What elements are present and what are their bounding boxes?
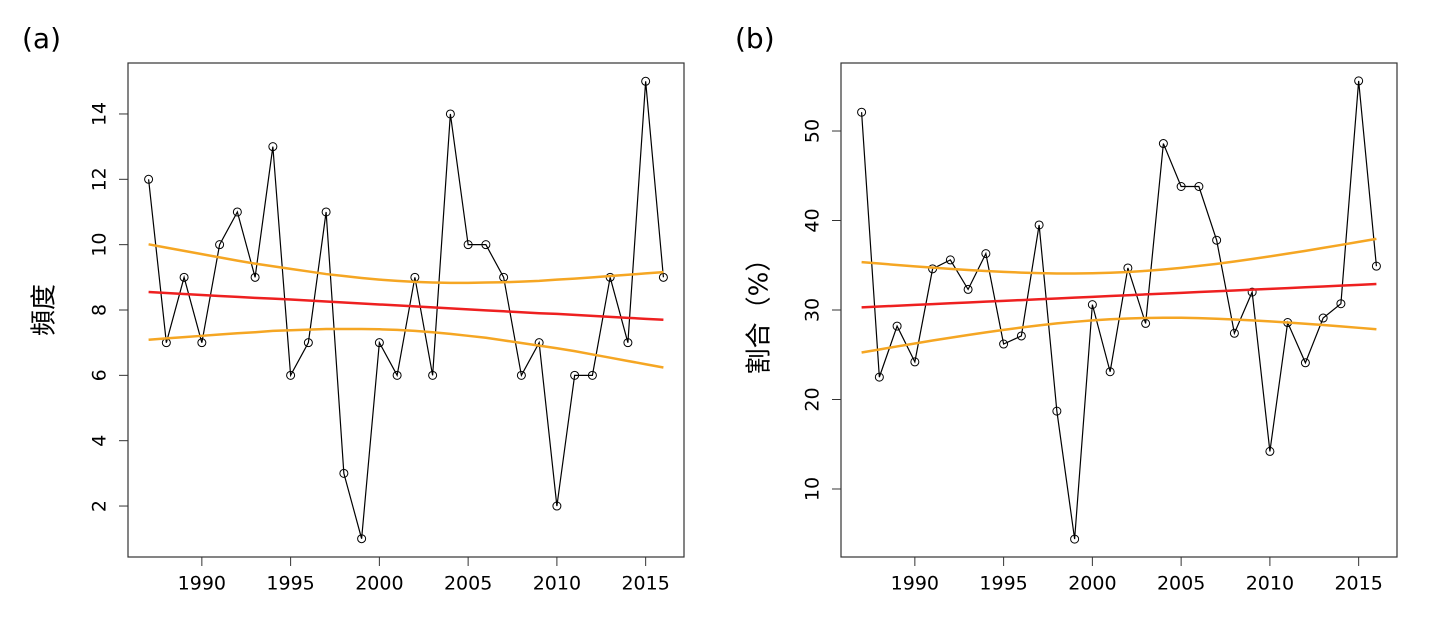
y-tick-label: 8	[89, 304, 111, 316]
data-point	[392, 370, 402, 380]
data-point	[144, 174, 154, 184]
x-tick-label: 1990	[178, 573, 226, 595]
data-point	[1336, 299, 1346, 309]
y-tick-label: 6	[89, 369, 111, 381]
data-point	[874, 372, 884, 382]
y-tick-label: 30	[802, 298, 824, 322]
series-line	[147, 81, 665, 539]
x-tick-label: 1990	[891, 573, 939, 595]
x-tick-label: 2010	[533, 573, 581, 595]
series-line	[861, 316, 1377, 354]
series-line	[148, 243, 664, 285]
data-point	[445, 109, 455, 119]
data-point	[1105, 367, 1115, 377]
data-point	[641, 76, 651, 86]
data-point	[286, 370, 296, 380]
data-point	[215, 240, 225, 250]
data-point	[481, 240, 491, 250]
data-point	[1265, 446, 1275, 456]
x-tick-label: 2015	[621, 573, 669, 595]
data-point	[552, 501, 562, 511]
x-tick-label: 2015	[1334, 573, 1382, 595]
data-point	[1087, 300, 1097, 310]
data-point	[1300, 358, 1310, 368]
y-tick-label: 10	[89, 233, 111, 257]
data-point	[623, 338, 633, 348]
series-line	[148, 327, 664, 369]
data-point	[963, 284, 973, 294]
data-point	[1070, 534, 1080, 544]
data-point	[981, 249, 991, 259]
data-point	[1158, 139, 1168, 149]
data-point	[910, 357, 920, 367]
panel-title: (a)	[22, 22, 61, 55]
data-point	[1016, 331, 1026, 341]
y-tick-label: 4	[89, 435, 111, 447]
y-tick-label: 2	[89, 500, 111, 512]
data-point	[1141, 318, 1151, 328]
data-point	[1354, 76, 1364, 86]
data-point	[339, 468, 349, 478]
data-point	[250, 272, 260, 282]
data-point	[197, 338, 207, 348]
data-point	[1229, 328, 1239, 338]
data-point	[945, 255, 955, 265]
x-tick-label: 2005	[444, 573, 492, 595]
data-point	[1176, 182, 1186, 191]
data-point	[268, 142, 278, 152]
y-tick-label: 40	[802, 208, 824, 232]
x-tick-label: 2000	[355, 573, 403, 595]
data-point	[1052, 406, 1062, 416]
y-tick-label: 12	[89, 167, 111, 191]
y-tick-label: 14	[89, 102, 111, 126]
y-tick-label: 20	[802, 387, 824, 411]
data-point	[1247, 287, 1257, 297]
data-point	[374, 338, 384, 348]
y-tick-label: 50	[802, 119, 824, 143]
data-point	[232, 207, 242, 217]
y-axis-label: 割合（%）	[745, 246, 775, 375]
data-point	[1194, 182, 1204, 191]
data-point	[179, 272, 189, 282]
data-point	[516, 370, 526, 380]
series-line	[861, 237, 1377, 275]
plot-frame	[127, 62, 685, 558]
data-point	[1371, 261, 1381, 271]
series-line	[860, 80, 1378, 540]
y-tick-label: 10	[802, 477, 824, 501]
data-point	[321, 207, 331, 217]
x-tick-label: 2005	[1157, 573, 1205, 595]
data-point	[357, 534, 367, 544]
data-point	[463, 240, 473, 250]
x-tick-label: 1995	[979, 573, 1027, 595]
data-point	[570, 370, 580, 380]
data-point	[857, 107, 867, 117]
data-point	[1034, 220, 1044, 230]
data-point	[999, 339, 1009, 349]
y-axis-label: 頻度	[30, 284, 60, 336]
data-point	[303, 338, 313, 348]
series-line	[148, 290, 664, 322]
data-point	[428, 370, 438, 380]
x-tick-label: 2010	[1246, 573, 1294, 595]
series-line	[861, 282, 1377, 309]
x-tick-label: 1995	[266, 573, 314, 595]
panel-title: (b)	[735, 22, 775, 55]
data-point	[1212, 235, 1222, 245]
data-point	[892, 321, 902, 331]
x-tick-label: 2000	[1068, 573, 1116, 595]
data-point	[1318, 313, 1328, 323]
data-point	[587, 370, 597, 380]
